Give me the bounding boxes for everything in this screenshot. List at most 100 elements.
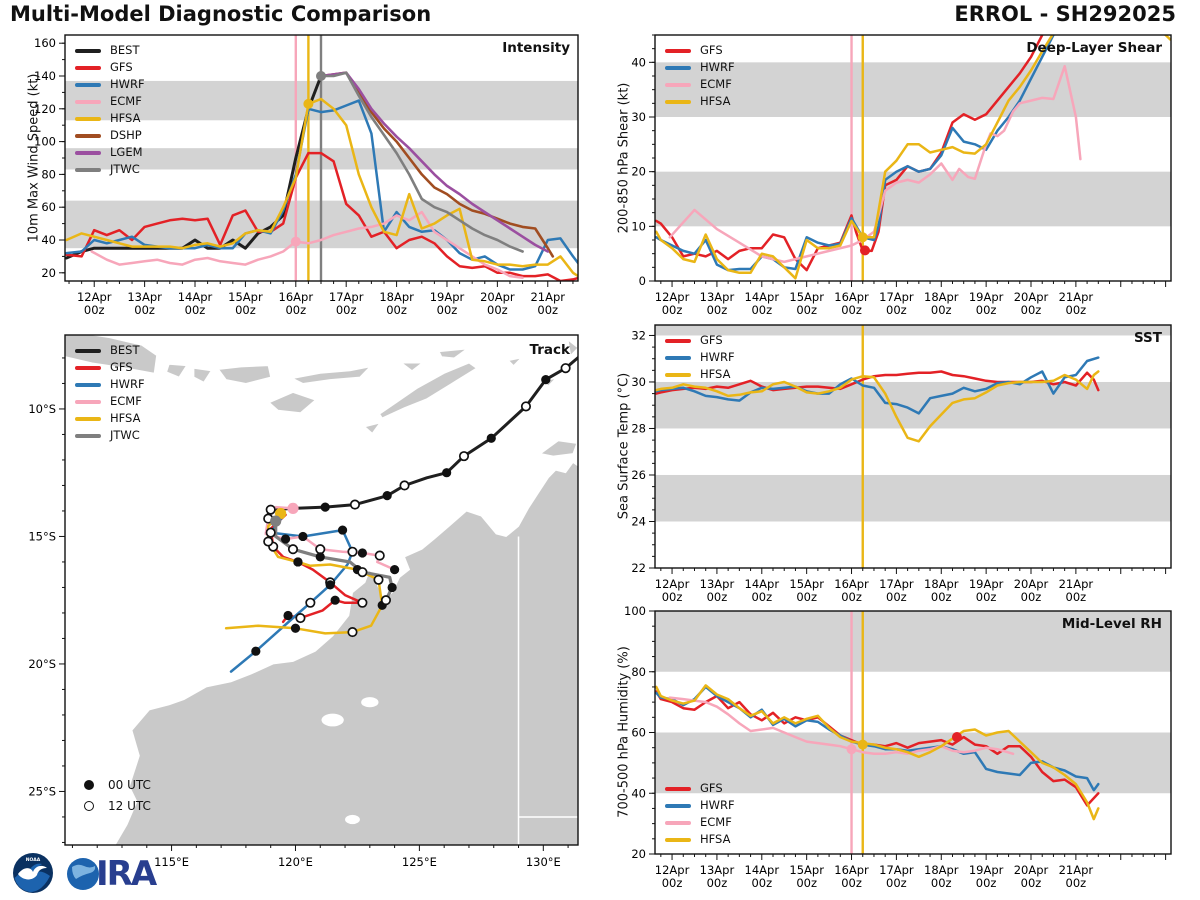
legend-swatch-icon: [665, 820, 691, 825]
intensity-plot: 12Apr00z13Apr00z14Apr00z15Apr00z16Apr00z…: [34, 34, 579, 317]
legend-swatch-icon: [75, 167, 101, 172]
legend-item-hwrf: HWRF: [665, 349, 735, 366]
svg-text:10°S: 10°S: [28, 402, 56, 416]
legend-swatch-icon: [75, 365, 101, 370]
svg-text:15Apr: 15Apr: [789, 290, 824, 304]
utc-legend-item: 12 UTC: [82, 795, 151, 816]
svg-text:32: 32: [631, 328, 646, 342]
svg-text:00z: 00z: [537, 303, 558, 317]
legend-item-hwrf: HWRF: [75, 376, 145, 393]
legend-label: GFS: [700, 333, 723, 347]
svg-text:00z: 00z: [796, 590, 817, 604]
legend-swatch-icon: [665, 338, 691, 343]
svg-text:00z: 00z: [662, 876, 683, 890]
legend-swatch-icon: [75, 348, 101, 353]
svg-text:15Apr: 15Apr: [789, 577, 824, 591]
legend-item-gfs: GFS: [75, 59, 145, 76]
svg-text:22: 22: [631, 561, 646, 575]
legend-label: JTWC: [110, 428, 140, 442]
svg-text:14Apr: 14Apr: [178, 290, 213, 304]
rh-panel-title: Mid-Level RH: [1061, 616, 1162, 632]
intensity-y-axis-label: 10m Max Wind Speed (kt): [26, 73, 42, 243]
svg-text:00z: 00z: [976, 876, 997, 890]
svg-text:120: 120: [34, 102, 56, 116]
legend-label: HFSA: [700, 94, 731, 108]
svg-text:18Apr: 18Apr: [924, 577, 959, 591]
svg-text:19Apr: 19Apr: [969, 863, 1004, 877]
legend-item-ecmf: ECMF: [665, 76, 735, 93]
svg-text:40: 40: [41, 233, 56, 247]
rh-panel: 700-500 hPa Humidity (%) Mid-Level RH 12…: [610, 604, 1180, 890]
svg-text:17Apr: 17Apr: [879, 577, 914, 591]
legend-label: HWRF: [110, 377, 145, 391]
svg-text:13Apr: 13Apr: [127, 290, 162, 304]
svg-text:00z: 00z: [235, 303, 256, 317]
svg-text:15°S: 15°S: [28, 529, 56, 543]
legend-item-hwrf: HWRF: [665, 797, 735, 814]
svg-text:19Apr: 19Apr: [430, 290, 465, 304]
legend-swatch-icon: [75, 382, 101, 387]
svg-text:60: 60: [631, 726, 646, 740]
legend-label: GFS: [110, 60, 133, 74]
rh-y-axis-label: 700-500 hPa Humidity (%): [616, 646, 632, 818]
noaa-logo-text: NOAA: [26, 857, 41, 863]
legend-swatch-icon: [665, 837, 691, 842]
svg-text:115°E: 115°E: [154, 855, 189, 869]
legend-item-best: BEST: [75, 42, 145, 59]
legend-label: ECMF: [700, 815, 732, 829]
svg-text:20°S: 20°S: [28, 657, 56, 671]
legend-item-hwrf: HWRF: [665, 59, 735, 76]
legend-swatch-icon: [75, 48, 101, 53]
legend-swatch-icon: [75, 99, 101, 104]
svg-text:00z: 00z: [1021, 876, 1042, 890]
svg-text:17Apr: 17Apr: [879, 863, 914, 877]
svg-text:21Apr: 21Apr: [530, 290, 565, 304]
svg-text:100: 100: [34, 135, 56, 149]
legend-label: GFS: [110, 360, 133, 374]
legend-label: GFS: [700, 781, 723, 795]
svg-text:120°E: 120°E: [278, 855, 313, 869]
noaa-logo-icon: NOAA: [13, 853, 53, 893]
svg-text:13Apr: 13Apr: [700, 577, 735, 591]
svg-text:14Apr: 14Apr: [745, 577, 780, 591]
svg-text:28: 28: [631, 421, 646, 435]
legend-label: DSHP: [110, 128, 142, 142]
svg-text:20Apr: 20Apr: [1014, 290, 1049, 304]
svg-text:20Apr: 20Apr: [480, 290, 515, 304]
rh-legend: GFS HWRF ECMF HFSA: [665, 780, 735, 848]
svg-text:125°E: 125°E: [402, 855, 437, 869]
legend-swatch-icon: [665, 82, 691, 87]
svg-text:00z: 00z: [841, 590, 862, 604]
legend-label: HWRF: [700, 60, 735, 74]
svg-text:12Apr: 12Apr: [77, 290, 112, 304]
legend-label: HWRF: [700, 350, 735, 364]
legend-item-gfs: GFS: [75, 359, 145, 376]
agency-logos: NOAA IRA: [12, 850, 192, 896]
svg-text:00z: 00z: [931, 876, 952, 890]
svg-text:00z: 00z: [931, 590, 952, 604]
legend-item-lgem: LGEM: [75, 144, 145, 161]
legend-label: BEST: [110, 43, 140, 57]
svg-text:30: 30: [631, 375, 646, 389]
svg-text:13Apr: 13Apr: [700, 290, 735, 304]
legend-item-hfsa: HFSA: [665, 831, 735, 848]
legend-label: HFSA: [110, 411, 141, 425]
intensity-panel-title: Intensity: [502, 40, 570, 56]
svg-text:16Apr: 16Apr: [279, 290, 314, 304]
svg-text:00z: 00z: [134, 303, 155, 317]
cira-logo: IRA: [65, 854, 160, 894]
legend-item-dshp: DSHP: [75, 127, 145, 144]
legend-swatch-icon: [75, 133, 101, 138]
legend-swatch-icon: [75, 150, 101, 155]
legend-item-gfs: GFS: [665, 780, 735, 797]
svg-text:13Apr: 13Apr: [700, 863, 735, 877]
svg-text:00z: 00z: [662, 303, 683, 317]
legend-item-ecmf: ECMF: [665, 814, 735, 831]
svg-text:00z: 00z: [437, 303, 458, 317]
svg-text:00z: 00z: [976, 303, 997, 317]
sst-plot: 12Apr00z13Apr00z14Apr00z15Apr00z16Apr00z…: [631, 324, 1172, 604]
legend-label: HFSA: [110, 111, 141, 125]
utc-legend-label: 12 UTC: [108, 798, 151, 813]
svg-text:00z: 00z: [886, 590, 907, 604]
legend-item-gfs: GFS: [665, 42, 735, 59]
